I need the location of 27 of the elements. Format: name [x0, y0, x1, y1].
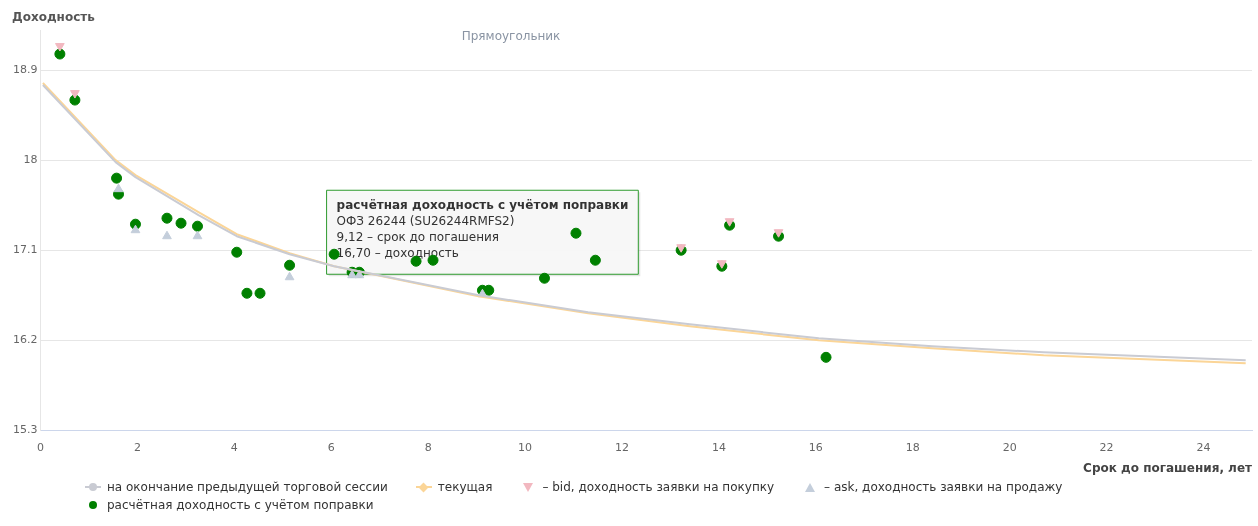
y-axis-title: Доходность [12, 10, 96, 25]
x-axis-title: Срок до погашения, лет [1083, 460, 1253, 475]
legend-label: расчётная доходность с учётом поправки [107, 498, 374, 512]
x-tick-label: 4 [230, 440, 238, 454]
legend-label: – ask, доходность заявки на продажу [824, 480, 1063, 494]
annotation: расчётная доходность с учётом поправки ОФЗ 26244 (SU26244RMFS2) 9,12 – срок до погашения 16,70 – доходность [336, 198, 629, 261]
x-tick-label: 2 [133, 440, 141, 454]
x-tick-label: 12 [615, 440, 630, 454]
x-tick-label: 10 [518, 440, 533, 454]
legend-label: – bid, доходность заявки на покупку [542, 480, 775, 494]
x-tick-label: 18 [905, 440, 920, 454]
annotation: Прямоугольник [461, 29, 561, 44]
x-tick-label: 8 [424, 440, 432, 454]
x-tick-label: 0 [36, 440, 44, 454]
x-tick-label: 20 [1002, 440, 1017, 454]
y-tick-label: 18.9 [12, 62, 38, 76]
x-tick-label: 16 [808, 440, 823, 454]
x-tick-label: 22 [1099, 440, 1114, 454]
x-tick-label: 6 [327, 440, 335, 454]
x-tick-label: 14 [711, 440, 726, 454]
x-tick-label: 24 [1196, 440, 1211, 454]
y-tick-label: 17.1 [12, 243, 38, 257]
y-tick-label: 16.2 [12, 333, 38, 347]
y-tick-label: 15.3 [12, 423, 38, 437]
y-tick-label: 18 [23, 152, 38, 166]
legend-label: на окончание предыдущей торговой сессии [107, 480, 388, 494]
legend-label: текущая [437, 480, 493, 494]
